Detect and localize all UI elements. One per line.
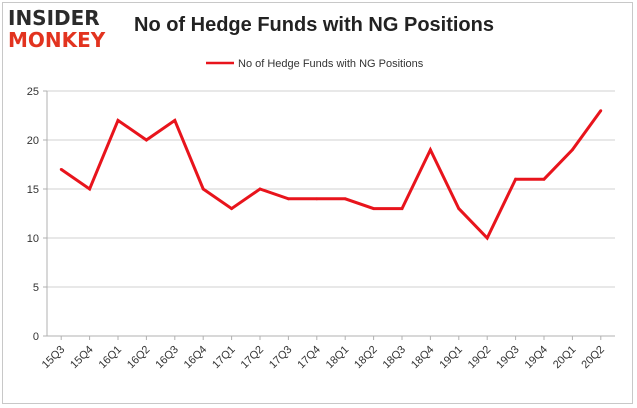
- x-tick-label: 16Q1: [97, 344, 125, 372]
- chart-title: No of Hedge Funds with NG Positions: [134, 14, 494, 36]
- data-point: [571, 148, 574, 152]
- x-tick-label: 19Q2: [466, 344, 494, 372]
- legend-label: No of Hedge Funds with NG Positions: [238, 58, 424, 70]
- data-point: [343, 197, 347, 201]
- x-tick-label: 20Q2: [579, 344, 607, 372]
- data-point: [457, 207, 461, 211]
- data-point: [230, 207, 234, 211]
- data-point: [542, 177, 546, 181]
- y-tick-label: 15: [27, 184, 39, 196]
- x-axis: 15Q3 15Q4 16Q1 16Q2 16Q3 16Q4 17Q1 17Q2 17Q3 17Q4…: [40, 335, 615, 372]
- x-tick-label: 15Q3: [40, 344, 68, 372]
- x-tick-label: 20Q1: [551, 344, 579, 372]
- data-point: [485, 236, 489, 240]
- insider-monkey-logo: INSIDER MONKEY: [8, 6, 120, 54]
- data-point: [599, 109, 603, 112]
- x-tick-label: 16Q3: [153, 344, 181, 372]
- y-tick-label: 0: [33, 331, 39, 343]
- data-point: [372, 207, 375, 211]
- data-point: [88, 187, 91, 191]
- chart-frame: [2, 2, 633, 404]
- chart-legend: No of Hedge Funds with NG Positions: [206, 58, 424, 70]
- x-tick-label: 17Q3: [267, 344, 295, 372]
- y-tick-label: 20: [27, 135, 39, 147]
- data-point: [400, 207, 404, 211]
- data-point: [315, 197, 319, 201]
- data-point: [287, 197, 290, 201]
- data-point: [258, 187, 262, 191]
- data-point: [59, 168, 63, 171]
- x-tick-label: 18Q3: [381, 344, 409, 372]
- data-point: [145, 138, 148, 142]
- x-tick-label: 15Q4: [68, 344, 96, 372]
- x-tick-label: 18Q1: [324, 344, 352, 372]
- x-tick-label: 19Q3: [494, 344, 522, 372]
- x-tick-label: 19Q1: [437, 344, 465, 372]
- x-tick-label: 19Q4: [523, 344, 551, 372]
- x-tick-label: 18Q2: [352, 344, 380, 372]
- series-group: [59, 109, 603, 241]
- data-point: [116, 119, 120, 122]
- x-tick-label: 17Q1: [210, 344, 238, 372]
- x-tick-label: 17Q4: [295, 344, 323, 372]
- y-axis: 0 5 10 15 20 25: [27, 86, 48, 343]
- x-tick-label: 17Q2: [239, 344, 267, 372]
- data-point: [429, 148, 432, 152]
- x-tick-label: 16Q2: [125, 344, 153, 372]
- logo-text-top: INSIDER: [8, 6, 100, 30]
- x-tick-label: 18Q4: [409, 344, 437, 372]
- logo-text-bottom: MONKEY: [8, 28, 106, 52]
- x-tick-label: 16Q4: [182, 344, 210, 372]
- data-point: [173, 119, 177, 122]
- series-line: [60, 109, 603, 241]
- y-tick-label: 10: [27, 233, 39, 245]
- y-tick-label: 25: [27, 86, 39, 98]
- data-point: [514, 177, 517, 181]
- y-tick-label: 5: [33, 282, 39, 294]
- data-point: [201, 187, 205, 191]
